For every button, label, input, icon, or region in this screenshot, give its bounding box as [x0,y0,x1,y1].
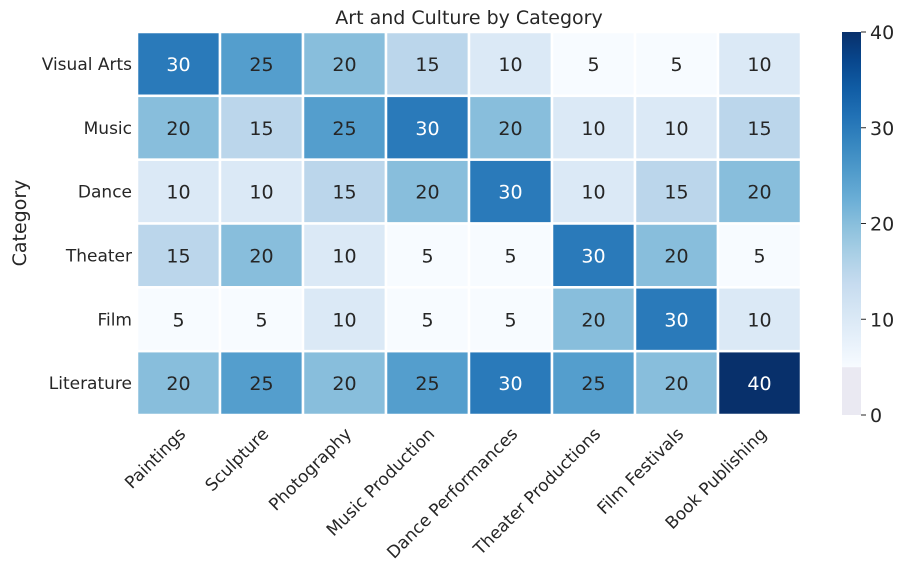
cell-value-label: 20 [415,182,439,204]
heatmap-cell [218,94,305,161]
colorbar-tick-label: 10 [870,309,894,331]
row-label: Visual Arts [42,55,132,75]
heatmap-cell [467,286,554,353]
heatmap-cell [384,286,471,353]
column-label: Sculpture [202,424,273,495]
cell-value-label: 15 [166,245,190,267]
cell-value-label: 10 [332,245,356,267]
cell-value-label: 20 [664,373,688,395]
colorbar-tick-label: 40 [870,22,894,44]
row-labels: Visual Arts Music Dance Theater Film Literatu… [42,55,132,394]
cell-value-label: 25 [249,373,273,395]
cell-value-label: 10 [747,309,771,331]
heatmap-cell [301,158,388,225]
cell-value-label: 15 [415,54,439,76]
heatmap-cell [384,158,471,225]
cell-value-label: 30 [166,54,190,76]
cell-value-label: 10 [166,182,190,204]
heatmap-cell [467,222,554,289]
cell-value-label: 20 [332,373,356,395]
heatmap-cell [550,158,637,225]
heatmap-cell [135,158,222,225]
cell-value-label: 20 [747,182,771,204]
row-label: Literature [49,374,132,394]
cell-value-label: 5 [753,245,765,267]
cell-value-label: 20 [166,118,190,140]
colorbar-tick-label: 20 [870,214,894,236]
column-label: Photography [265,424,356,515]
heatmap-cell [633,349,720,417]
cell-value-label: 25 [415,373,439,395]
row-label: Music [84,119,132,139]
heatmap-cell [716,30,803,98]
cell-value-label: 40 [747,373,771,395]
colorbar-tick-label: 0 [870,405,882,427]
cell-value-label: 10 [747,54,771,76]
cell-value-label: 5 [587,54,599,76]
column-label: Paintings [121,424,190,493]
chart-title: Art and Culture by Category [335,7,602,29]
y-axis-label: Category [9,180,31,267]
cell-value-label: 15 [747,118,771,140]
cell-value-label: 30 [498,373,522,395]
heatmap-cell [550,349,637,417]
heatmap-cell [716,94,803,161]
cell-value-label: 20 [332,54,356,76]
heatmap-cell [716,158,803,225]
cell-value-label: 5 [255,309,267,331]
cell-value-label: 10 [498,54,522,76]
colorbar-tick-label: 30 [870,118,894,140]
row-label: Theater [65,246,132,266]
cell-value-label: 10 [249,182,273,204]
cell-value-label: 10 [581,182,605,204]
colorbar-under-segment [842,367,861,415]
colorbar-gradient [842,32,861,368]
heatmap-cell [467,158,554,225]
column-label: Film Festivals [594,424,689,519]
cell-value-label: 30 [415,118,439,140]
heatmap-cell [550,30,637,98]
cell-value-label: 5 [504,309,516,331]
heatmap-cell [467,349,554,417]
colorbar: 0 10 20 30 40 [842,22,894,427]
cell-value-label: 30 [498,182,522,204]
heatmap-cell [384,94,471,161]
cell-value-label: 5 [504,245,516,267]
heatmap-cell [135,349,222,417]
cell-value-label: 20 [498,118,522,140]
heatmap-cell [550,94,637,161]
heatmap-cell [301,222,388,289]
heatmap-cell [633,158,720,225]
cell-value-label: 10 [332,309,356,331]
cell-value-label: 5 [172,309,184,331]
cell-value-label: 10 [664,118,688,140]
heatmap-cell [218,349,305,417]
cell-value-label: 25 [249,54,273,76]
cell-value-label: 20 [166,373,190,395]
heatmap-cells: 30 25 20 15 10 5 5 10 20 15 25 30 20 10 10 15 10 10 15 20 30… [135,30,803,417]
row-label: Dance [78,183,132,203]
cell-value-label: 15 [664,182,688,204]
cell-value-label: 20 [664,245,688,267]
heatmap-cell [716,349,803,417]
cell-value-label: 5 [421,309,433,331]
cell-value-label: 25 [332,118,356,140]
cell-value-label: 15 [332,182,356,204]
cell-value-label: 25 [581,373,605,395]
cell-value-label: 15 [249,118,273,140]
cell-value-label: 10 [581,118,605,140]
cell-value-label: 30 [581,245,605,267]
cell-value-label: 30 [664,309,688,331]
cell-value-label: 20 [581,309,605,331]
heatmap-cell [135,30,222,98]
cell-value-label: 5 [421,245,433,267]
heatmap-cell [633,222,720,289]
cell-value-label: 20 [249,245,273,267]
cell-value-label: 5 [670,54,682,76]
row-label: Film [97,310,132,330]
